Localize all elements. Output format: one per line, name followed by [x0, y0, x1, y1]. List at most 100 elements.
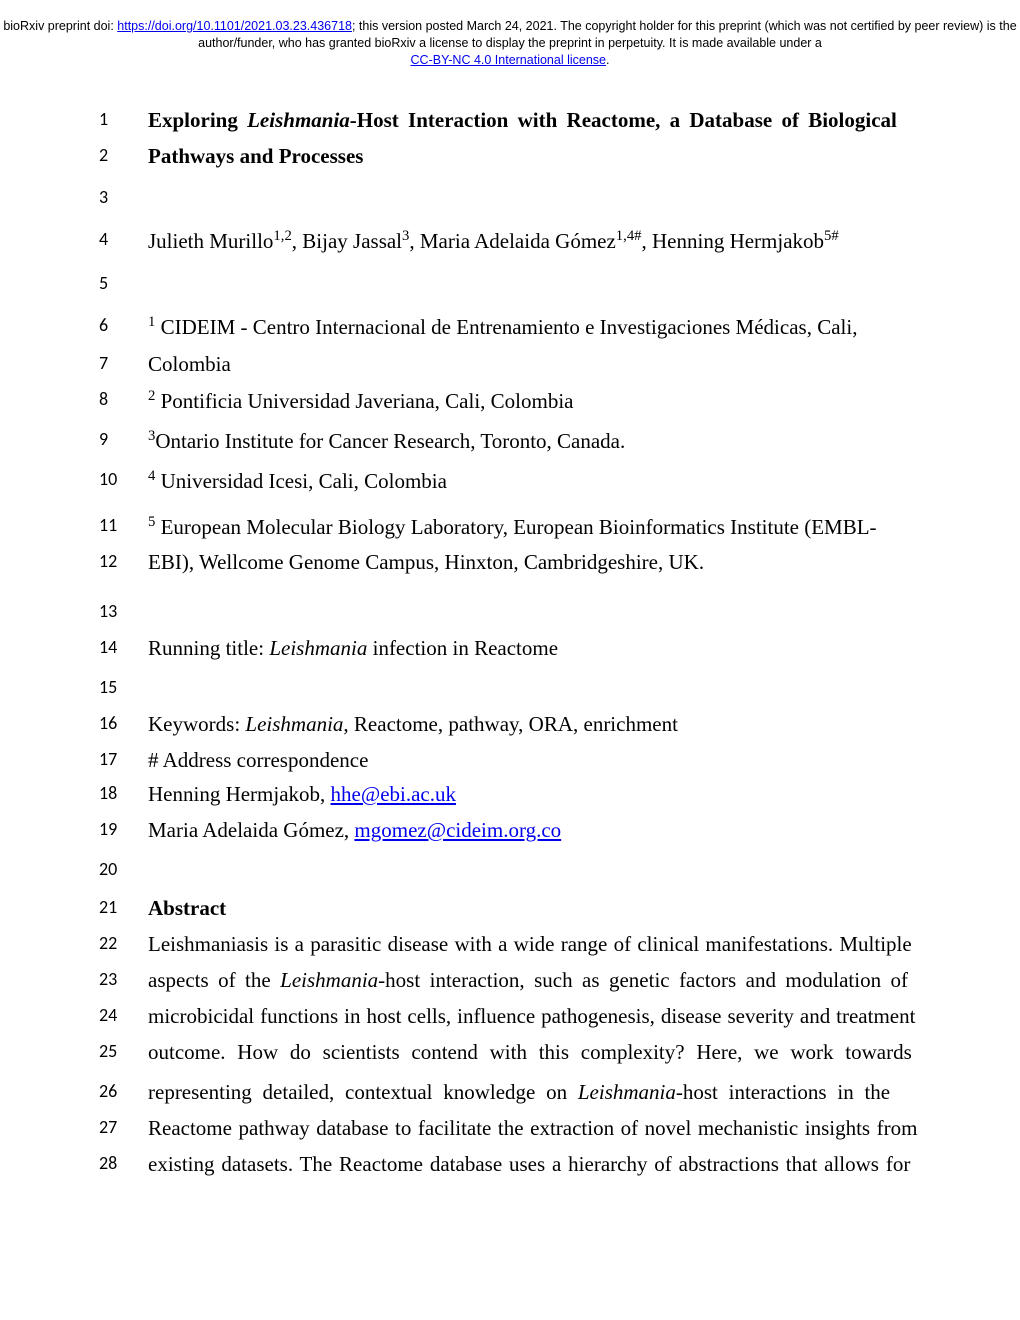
header-suffix: .: [606, 53, 609, 67]
line-22: 22 Leishmaniasis is a parasitic disease …: [100, 932, 920, 968]
line-16: 16 Keywords: Leishmania, Reactome, pathw…: [100, 712, 920, 748]
line-11: 11 5 European Molecular Biology Laborato…: [100, 514, 920, 550]
line-23: 23 aspects of the Leishmania-host intera…: [100, 968, 920, 1004]
affiliation-5-cont: EBI), Wellcome Genome Campus, Hinxton, C…: [148, 550, 920, 575]
affiliation-2: 2 Pontificia Universidad Javeriana, Cali…: [148, 388, 920, 414]
line-number: 7: [99, 352, 129, 374]
abstract-text: outcome. How do scientists contend with …: [148, 1040, 920, 1065]
affiliation-1-cont: Colombia: [148, 352, 920, 377]
line-number: 22: [99, 932, 129, 954]
title-pre: Exploring: [148, 108, 247, 132]
affiliation-1: 1 CIDEIM - Centro Internacional de Entre…: [148, 314, 920, 340]
text-post: -host interaction, such as genetic facto…: [378, 968, 908, 992]
line-number: 17: [99, 748, 129, 770]
line-number: 15: [99, 676, 129, 698]
line-number: 2: [99, 144, 129, 166]
line-number: 11: [99, 514, 129, 536]
line-8: 8 2 Pontificia Universidad Javeriana, Ca…: [100, 388, 920, 428]
line-number: 13: [99, 600, 129, 622]
author-3: , Maria Adelaida Gómez: [409, 229, 615, 253]
line-9: 9 3Ontario Institute for Cancer Research…: [100, 428, 920, 468]
line-6: 6 1 CIDEIM - Centro Internacional de Ent…: [100, 314, 920, 352]
abstract-text: Reactome pathway database to facilitate …: [148, 1116, 920, 1141]
doi-link[interactable]: https://doi.org/10.1101/2021.03.23.43671…: [117, 19, 352, 33]
line-number: 4: [99, 228, 129, 250]
running-post: infection in Reactome: [367, 636, 558, 660]
corr-name: Maria Adelaida Gómez,: [148, 818, 354, 842]
line-number: 20: [99, 858, 129, 880]
line-27: 27 Reactome pathway database to facilita…: [100, 1116, 920, 1152]
line-1: 1 Exploring Leishmania-Host Interaction …: [100, 108, 920, 144]
affil-sup: 1,2: [273, 228, 291, 244]
text-pre: representing detailed, contextual knowle…: [148, 1080, 578, 1104]
line-2: 2 Pathways and Processes: [100, 144, 920, 186]
line-number: 10: [99, 468, 129, 490]
abstract-text: existing datasets. The Reactome database…: [148, 1152, 920, 1177]
license-link[interactable]: CC-BY-NC 4.0 International license: [411, 53, 606, 67]
line-number: 26: [99, 1080, 129, 1102]
affil-sup: 5#: [824, 228, 839, 244]
text-italic: Leishmania: [578, 1080, 676, 1104]
abstract-text: microbicidal functions in host cells, in…: [148, 1004, 920, 1029]
abstract-text: aspects of the Leishmania-host interacti…: [148, 968, 920, 993]
text-post: -host interactions in the: [676, 1080, 890, 1104]
line-number: 19: [99, 818, 129, 840]
line-number: 1: [99, 108, 129, 130]
affiliation-3: 3Ontario Institute for Cancer Research, …: [148, 428, 920, 454]
preprint-header: bioRxiv preprint doi: https://doi.org/10…: [0, 0, 1020, 69]
corr-name: Henning Hermjakob,: [148, 782, 331, 806]
header-prefix: bioRxiv preprint doi:: [3, 19, 117, 33]
affil-text: CIDEIM - Centro Internacional de Entrena…: [155, 315, 857, 339]
abstract-text: representing detailed, contextual knowle…: [148, 1080, 920, 1105]
affil-text: Universidad Icesi, Cali, Colombia: [155, 469, 447, 493]
author-4: , Henning Hermjakob: [642, 229, 825, 253]
title-post: -Host Interaction with Reactome, a Datab…: [350, 108, 897, 132]
line-18: 18 Henning Hermjakob, hhe@ebi.ac.uk: [100, 782, 920, 818]
line-12: 12 EBI), Wellcome Genome Campus, Hinxton…: [100, 550, 920, 600]
line-3: 3: [100, 186, 920, 228]
email-link[interactable]: hhe@ebi.ac.uk: [331, 782, 456, 806]
keywords: Keywords: Leishmania, Reactome, pathway,…: [148, 712, 920, 737]
line-14: 14 Running title: Leishmania infection i…: [100, 636, 920, 676]
page: bioRxiv preprint doi: https://doi.org/10…: [0, 0, 1020, 1320]
affil-text: Pontificia Universidad Javeriana, Cali, …: [155, 389, 573, 413]
line-number: 6: [99, 314, 129, 336]
text-italic: Leishmania: [280, 968, 378, 992]
affil-text: European Molecular Biology Laboratory, E…: [155, 515, 876, 539]
line-number: 27: [99, 1116, 129, 1138]
author-2: , Bijay Jassal: [292, 229, 402, 253]
author-1: Julieth Murillo: [148, 229, 273, 253]
corr-2: Maria Adelaida Gómez, mgomez@cideim.org.…: [148, 818, 920, 843]
line-number: 21: [99, 896, 129, 918]
line-5: 5: [100, 272, 920, 314]
text-pre: aspects of the: [148, 968, 280, 992]
line-number: 3: [99, 186, 129, 208]
running-italic: Leishmania: [269, 636, 367, 660]
line-13: 13: [100, 600, 920, 636]
line-26: 26 representing detailed, contextual kno…: [100, 1080, 920, 1116]
affil-text: Ontario Institute for Cancer Research, T…: [155, 429, 625, 453]
line-number: 18: [99, 782, 129, 804]
line-7: 7 Colombia: [100, 352, 920, 388]
line-17: 17 # Address correspondence: [100, 748, 920, 782]
line-4: 4 Julieth Murillo1,2, Bijay Jassal3, Mar…: [100, 228, 920, 272]
running-pre: Running title:: [148, 636, 269, 660]
line-number: 5: [99, 272, 129, 294]
affil-sup: 1,4#: [616, 228, 642, 244]
affiliation-4: 4 Universidad Icesi, Cali, Colombia: [148, 468, 920, 494]
line-number: 24: [99, 1004, 129, 1026]
line-24: 24 microbicidal functions in host cells,…: [100, 1004, 920, 1040]
keywords-italic: Leishmania: [245, 712, 343, 736]
line-number: 23: [99, 968, 129, 990]
line-21: 21 Abstract: [100, 896, 920, 932]
keywords-pre: Keywords:: [148, 712, 245, 736]
email-link[interactable]: mgomez@cideim.org.co: [354, 818, 561, 842]
corr-1: Henning Hermjakob, hhe@ebi.ac.uk: [148, 782, 920, 807]
line-number: 12: [99, 550, 129, 572]
title-line-2: Pathways and Processes: [148, 144, 920, 169]
line-number: 28: [99, 1152, 129, 1174]
line-25: 25 outcome. How do scientists contend wi…: [100, 1040, 920, 1080]
line-20: 20: [100, 858, 920, 896]
running-title: Running title: Leishmania infection in R…: [148, 636, 920, 661]
line-number: 8: [99, 388, 129, 410]
